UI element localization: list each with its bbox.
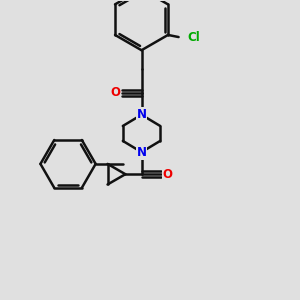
Text: N: N [136, 108, 146, 121]
Text: O: O [163, 168, 173, 181]
Text: Cl: Cl [188, 31, 200, 44]
Text: O: O [110, 86, 120, 99]
Text: N: N [136, 146, 146, 159]
